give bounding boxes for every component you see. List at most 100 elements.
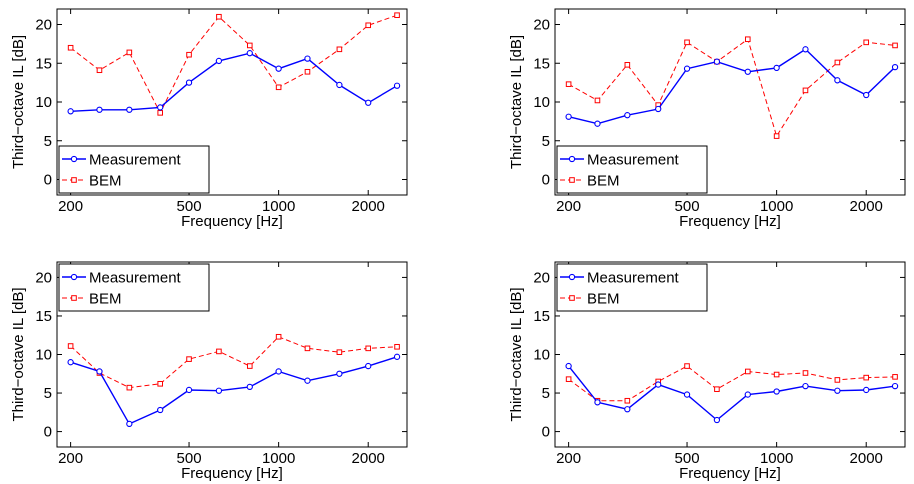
y-tick-label: 5 <box>44 133 52 150</box>
x-tick-label: 1000 <box>760 198 793 215</box>
data-point <box>304 55 311 62</box>
data-point <box>892 42 898 49</box>
y-tick-label: 0 <box>542 172 550 189</box>
data-point <box>365 99 372 106</box>
data-point <box>713 416 721 424</box>
data-point <box>275 333 282 340</box>
data-point <box>336 370 343 377</box>
y-tick-label: 10 <box>35 347 52 364</box>
data-point <box>624 397 631 404</box>
y-tick-label: 20 <box>35 269 52 286</box>
legend-marker <box>568 273 576 281</box>
data-point <box>744 368 751 375</box>
data-point <box>594 120 601 127</box>
x-tick-label: 1000 <box>760 450 793 467</box>
data-point <box>802 382 809 390</box>
y-tick-label: 0 <box>542 424 550 441</box>
y-tick-label: 5 <box>542 385 550 402</box>
legend-label: Measurement <box>587 270 680 287</box>
series-line <box>568 365 896 402</box>
data-point <box>684 363 690 369</box>
legend-box <box>58 145 210 194</box>
data-point <box>892 374 898 380</box>
x-tick-label: 2000 <box>850 450 883 467</box>
y-axis-label: Third−octave IL [dB] <box>10 35 27 169</box>
y-tick-label: 15 <box>35 308 52 325</box>
data-point <box>96 368 103 375</box>
data-point <box>336 81 343 89</box>
y-axis-label: Third−octave IL [dB] <box>508 287 525 421</box>
data-point <box>304 345 311 352</box>
data-point <box>773 388 780 395</box>
series-line <box>70 336 398 389</box>
data-point <box>594 399 601 406</box>
x-tick-label: 500 <box>177 450 202 467</box>
data-point <box>565 376 572 382</box>
x-axis-label: Frequency [Hz] <box>181 213 283 230</box>
data-point <box>394 12 400 18</box>
y-tick-label: 10 <box>35 94 52 111</box>
legend-label: Measurement <box>89 270 182 287</box>
legend: Measurement BEM <box>556 145 708 194</box>
data-point <box>246 42 253 49</box>
chart-panel-1: 200 500 1000 2000 0 5 10 15 20 Frequency [Hz] Thir… <box>10 8 408 230</box>
data-point <box>594 97 601 104</box>
data-point <box>365 345 372 352</box>
series-line <box>568 48 896 125</box>
data-point <box>304 377 311 384</box>
x-tick-label: 1000 <box>262 450 295 467</box>
data-point <box>713 58 721 65</box>
x-tick-label: 200 <box>58 450 83 467</box>
data-point <box>565 81 572 87</box>
data-point <box>393 82 401 89</box>
data-point <box>394 343 400 350</box>
data-point <box>891 63 899 71</box>
series-bem <box>565 36 898 139</box>
data-point <box>275 65 282 72</box>
data-point <box>624 62 631 68</box>
series-measurement <box>67 353 401 428</box>
x-axis-label: Frequency [Hz] <box>679 465 781 482</box>
y-tick-label: 10 <box>533 94 550 111</box>
data-point <box>834 77 841 84</box>
data-point <box>157 380 164 387</box>
data-point <box>802 370 809 376</box>
series-line <box>70 356 398 425</box>
data-point <box>802 87 809 94</box>
data-point <box>67 44 74 51</box>
data-point <box>186 51 192 58</box>
data-point <box>126 384 133 391</box>
data-point <box>126 106 133 113</box>
chart-panel-4: 200 500 1000 2000 0 5 10 15 20 Frequency [Hz] Thir… <box>508 261 906 482</box>
y-axis-label: Third−octave IL [dB] <box>508 35 525 169</box>
data-point <box>186 356 192 362</box>
y-tick-label: 15 <box>533 308 550 325</box>
data-point <box>216 348 222 355</box>
data-point <box>246 383 253 391</box>
legend-label: BEM <box>587 173 620 190</box>
data-point <box>744 36 751 43</box>
x-tick-label: 200 <box>58 198 83 215</box>
data-point <box>863 39 870 46</box>
series-line <box>568 38 896 138</box>
data-point <box>157 110 164 116</box>
data-point <box>863 386 870 394</box>
data-point <box>624 406 631 413</box>
data-point <box>185 79 193 86</box>
series-measurement <box>67 50 401 115</box>
data-point <box>891 382 899 390</box>
data-point <box>802 46 809 53</box>
plot-frame <box>554 261 906 448</box>
data-point <box>126 420 133 428</box>
y-tick-label: 15 <box>533 55 550 72</box>
legend-label: BEM <box>89 173 122 190</box>
data-point <box>96 67 103 74</box>
data-point <box>304 68 311 75</box>
data-point <box>96 106 103 113</box>
legend-box <box>556 263 708 312</box>
data-point <box>275 84 282 91</box>
data-point <box>655 105 662 113</box>
x-tick-label: 500 <box>675 198 700 215</box>
legend-marker <box>569 177 575 183</box>
